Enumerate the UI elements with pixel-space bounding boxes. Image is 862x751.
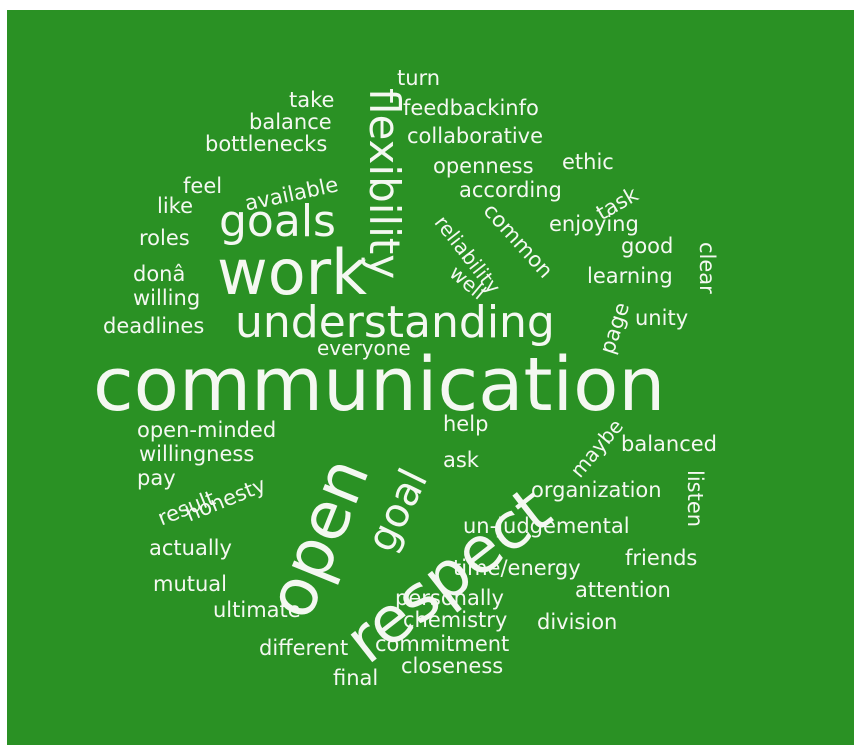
word-actually: actually <box>149 536 232 560</box>
word-turn: turn <box>397 66 441 90</box>
word-ethic: ethic <box>562 150 614 174</box>
word-understanding: understanding <box>235 297 555 348</box>
word-cloud: communication work understanding goals f… <box>7 10 854 745</box>
word-goals: goals <box>219 196 336 247</box>
word-enjoying: enjoying <box>549 212 639 236</box>
word-result: result <box>154 485 219 531</box>
word-closeness: closeness <box>401 654 504 678</box>
word-final: final <box>333 666 379 690</box>
word-clear: clear <box>695 242 719 294</box>
word-collaborative: collaborative <box>407 124 544 148</box>
word-take: take <box>289 88 335 112</box>
word-ultimate: ultimate <box>213 598 301 622</box>
word-feel: feel <box>183 174 223 198</box>
word-different: different <box>259 636 349 660</box>
word-learning: learning <box>587 264 673 288</box>
word-roles: roles <box>139 226 190 250</box>
word-chemistry: chemistry <box>403 608 508 632</box>
word-dona: donâ <box>133 262 186 286</box>
word-friends: friends <box>625 546 698 570</box>
word-feedbackinfo: feedbackinfo <box>403 96 539 120</box>
word-commitment: commitment <box>375 632 510 656</box>
word-organization: organization <box>531 478 662 502</box>
word-bottlenecks: bottlenecks <box>205 132 328 156</box>
word-communication: communication <box>93 342 666 428</box>
word-listen: listen <box>683 470 707 528</box>
word-work: work <box>217 236 368 309</box>
word-according: according <box>459 178 562 202</box>
word-deadlines: deadlines <box>103 314 205 338</box>
word-openness: openness <box>433 154 534 178</box>
word-attention: attention <box>575 578 671 602</box>
header-strip <box>0 0 862 10</box>
word-open-minded: open-minded <box>137 418 277 442</box>
word-mutual: mutual <box>153 572 228 596</box>
word-un-judgemental: un-judgemental <box>463 514 630 538</box>
word-pay: pay <box>137 466 176 490</box>
word-personally: personally <box>395 586 504 610</box>
word-balanced: balanced <box>621 432 718 456</box>
word-willingness: willingness <box>139 442 255 466</box>
word-willing: willing <box>133 286 201 310</box>
word-division: division <box>537 610 618 634</box>
word-help: help <box>443 412 489 436</box>
word-good: good <box>621 234 674 258</box>
word-like: like <box>157 194 194 218</box>
word-balance: balance <box>249 110 332 134</box>
word-unity: unity <box>635 306 689 330</box>
word-time-energy: time/energy <box>453 556 581 580</box>
word-flexibility: flexibility <box>360 88 409 280</box>
word-ask: ask <box>443 448 479 472</box>
word-everyone: everyone <box>317 336 411 360</box>
